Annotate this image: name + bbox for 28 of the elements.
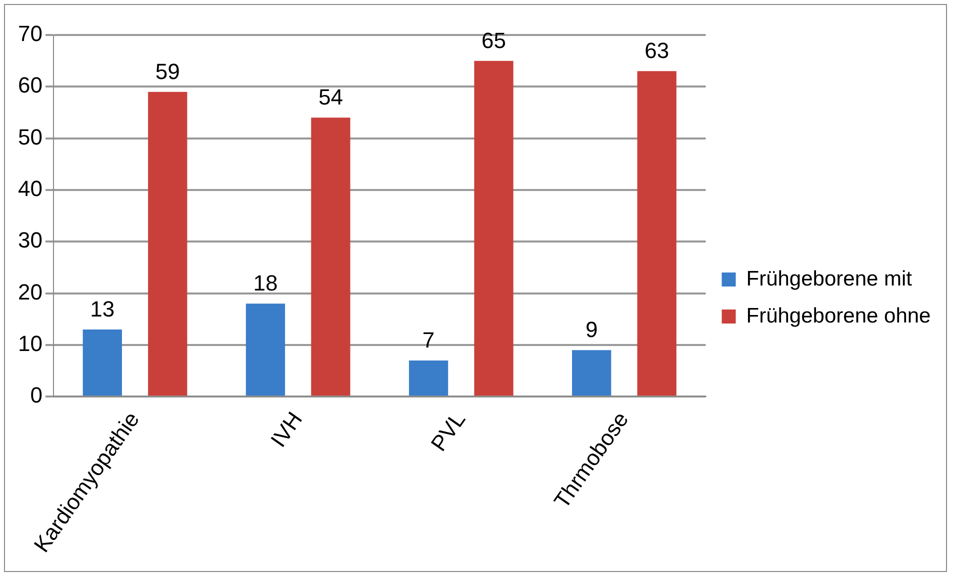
data-label: 9	[585, 317, 598, 342]
y-tick-label: 60	[18, 72, 42, 98]
bar	[474, 60, 514, 396]
x-tick-label: PVL	[426, 407, 470, 456]
x-tick-label: IVH	[266, 407, 308, 452]
legend-label: Frühgeborene mit	[746, 267, 912, 290]
bar	[572, 350, 612, 396]
data-label: 18	[253, 270, 278, 296]
data-label: 54	[318, 84, 343, 110]
y-tick-label: 30	[18, 228, 42, 253]
legend-label: Frühgeborene ohne	[746, 304, 931, 328]
y-tick-label: 0	[30, 382, 42, 408]
data-label: 7	[422, 328, 435, 353]
bar	[82, 329, 122, 396]
data-label: 13	[90, 296, 115, 322]
data-label: 65	[482, 28, 506, 53]
bar	[637, 71, 676, 396]
y-tick-label: 50	[18, 124, 42, 150]
data-label: 63	[644, 38, 670, 64]
bar	[311, 118, 350, 396]
y-tick-label: 40	[18, 176, 42, 202]
y-tick-label: 10	[18, 331, 42, 356]
data-label: 59	[155, 58, 180, 84]
bar	[246, 304, 286, 396]
bar	[408, 360, 448, 396]
y-tick-label: 20	[18, 279, 42, 304]
y-tick-label: 70	[18, 21, 42, 46]
bar	[148, 92, 188, 396]
